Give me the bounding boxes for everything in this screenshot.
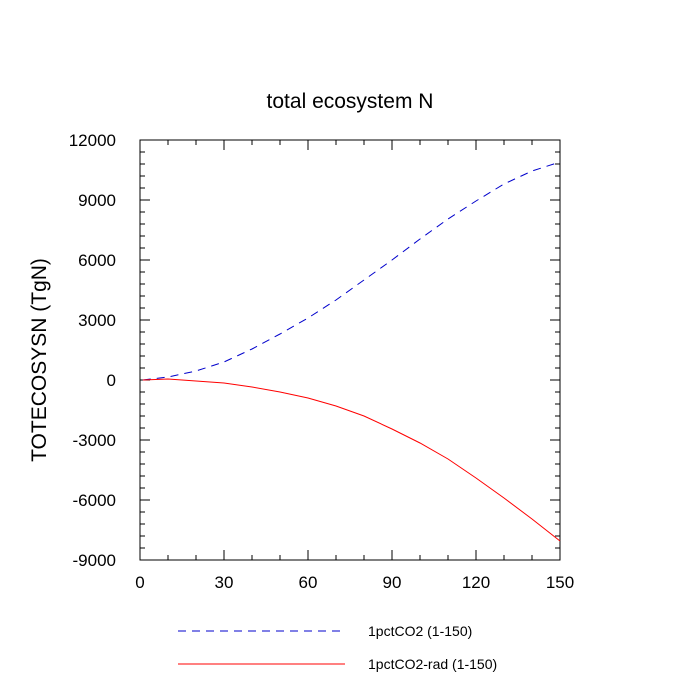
x-tick-label: 60 <box>299 573 318 592</box>
x-tick-label: 0 <box>135 573 144 592</box>
series-line-2 <box>142 378 561 542</box>
y-tick-label: 6000 <box>78 251 116 270</box>
x-tick-label: 30 <box>215 573 234 592</box>
x-tick-label: 90 <box>383 573 402 592</box>
x-tick-label: 150 <box>546 573 574 592</box>
y-tick-label: 9000 <box>78 191 116 210</box>
axis-ticks: 0 30 60 90 120 150 -9000 -6000 -3000 0 3000 6000 900… <box>69 131 574 592</box>
y-tick-label: 12000 <box>69 131 116 150</box>
y-tick-label: -6000 <box>73 491 116 510</box>
x-tick-label: 120 <box>462 573 490 592</box>
series-lines <box>142 161 561 542</box>
y-axis-label: TOTECOSYSN (TgN) <box>28 258 51 462</box>
y-tick-label: -9000 <box>73 551 116 570</box>
y-tick-label: 0 <box>107 371 116 390</box>
chart-title: total ecosystem N <box>267 90 434 113</box>
legend-label-1: 1pctCO2 (1-150) <box>368 623 472 639</box>
series-line-1 <box>142 161 561 381</box>
plot-frame <box>139 139 561 561</box>
legend-label-2: 1pctCO2-rad (1-150) <box>368 656 497 672</box>
y-tick-label: 3000 <box>78 311 116 330</box>
legend: 1pctCO2 (1-150) 1pctCO2-rad (1-150) <box>178 623 497 672</box>
y-tick-label: -3000 <box>73 431 116 450</box>
